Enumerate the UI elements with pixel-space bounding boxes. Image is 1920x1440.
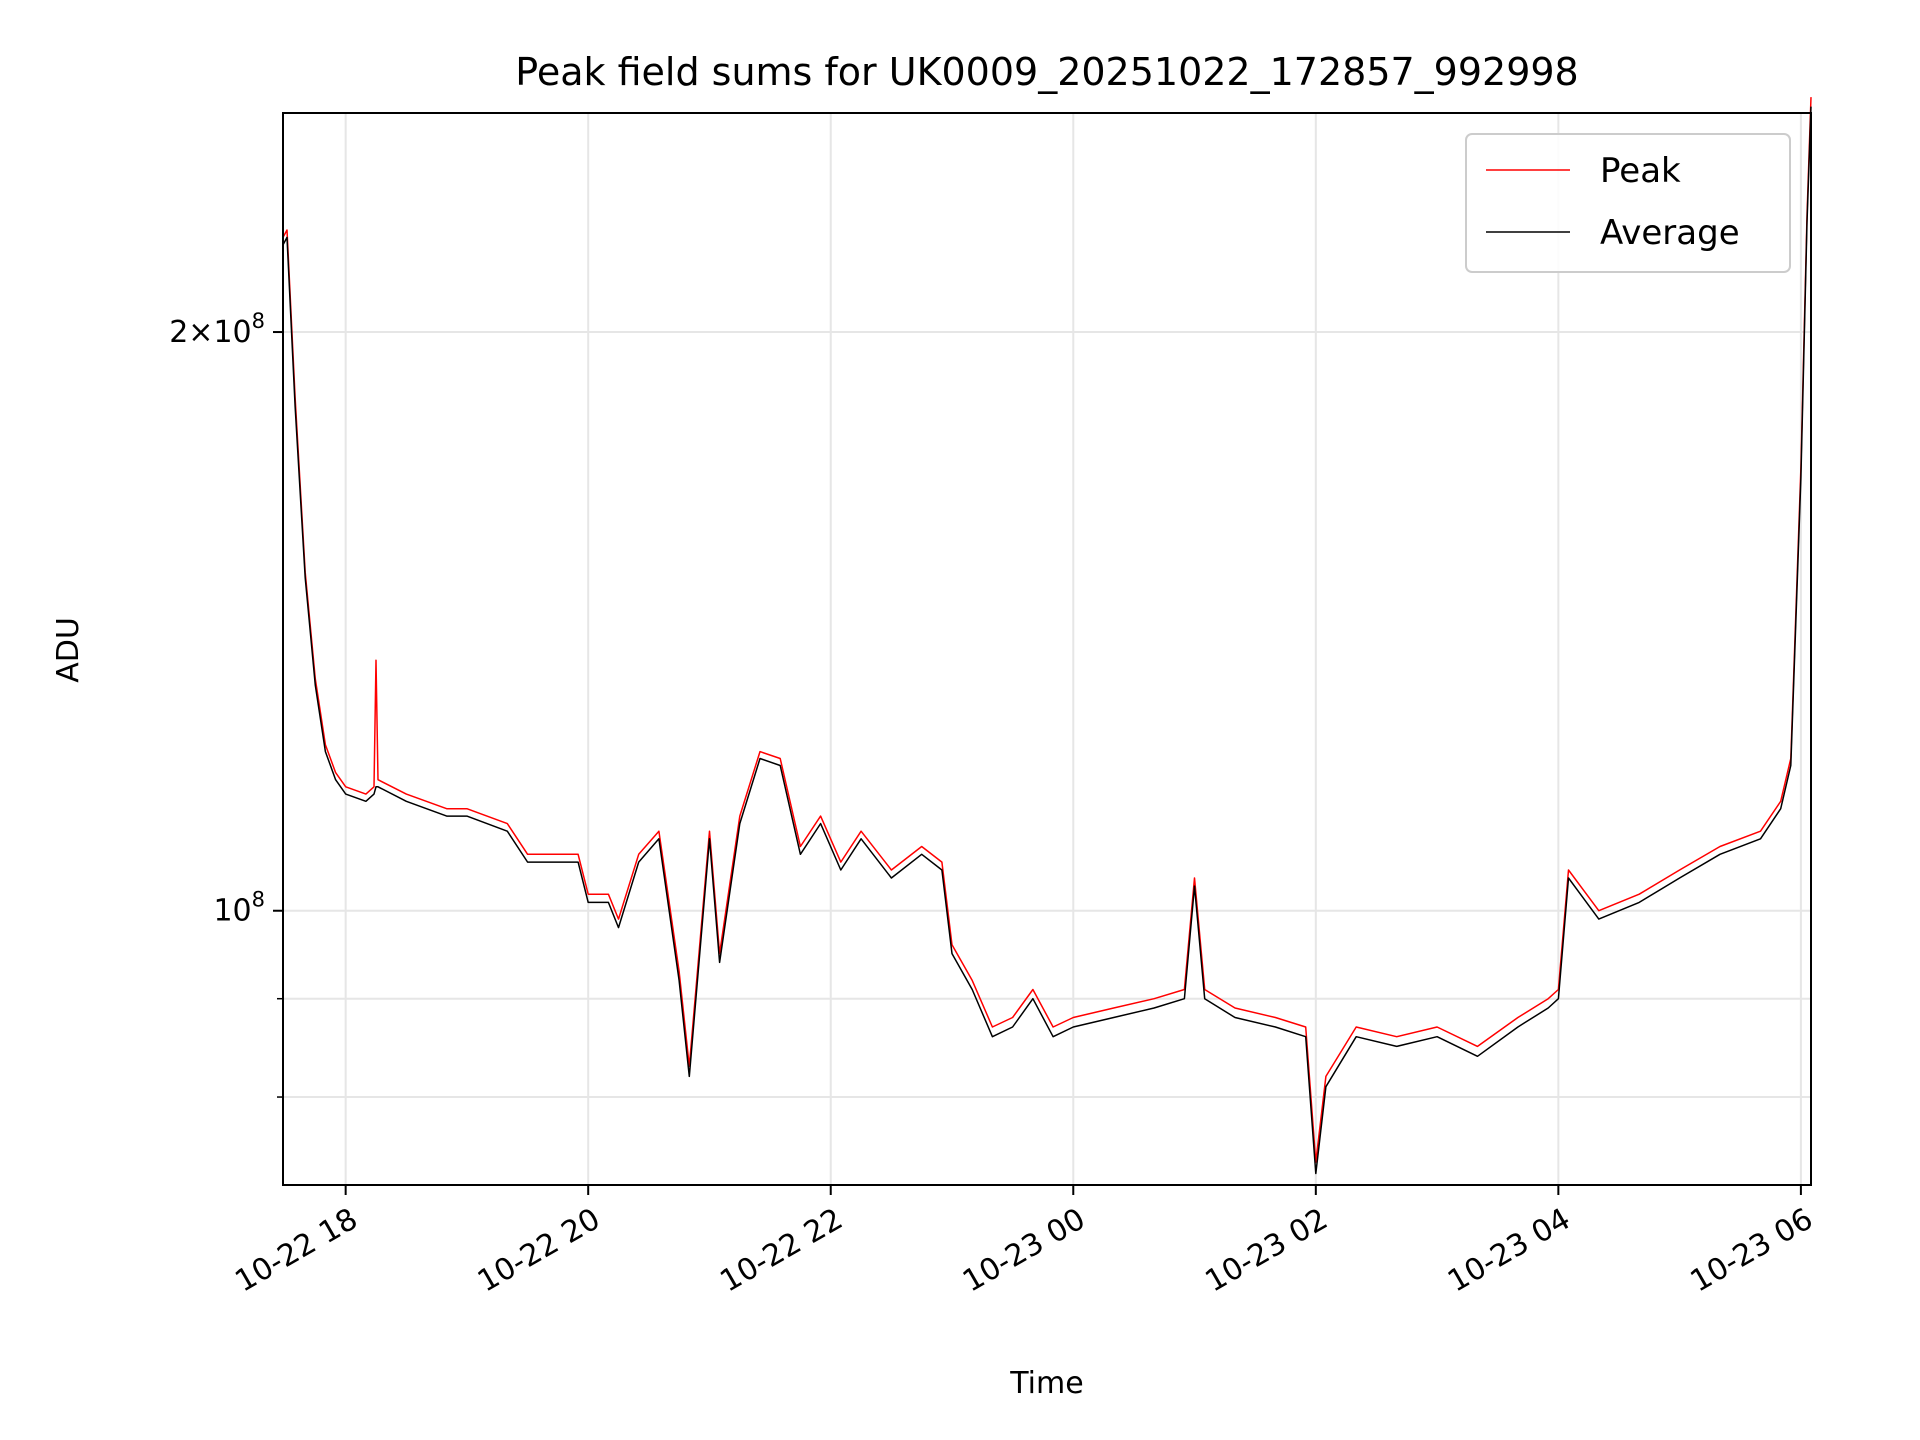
plot-frame: [282, 112, 1812, 1186]
grid: [283, 113, 1811, 1185]
y-tick-label: 2×108: [169, 309, 265, 350]
chart-title: Peak field sums for UK0009_20251022_1728…: [515, 50, 1578, 94]
y-axis-label: ADU: [51, 617, 86, 683]
y-tick-label: 108: [213, 888, 265, 929]
series-line-peak: [282, 97, 1812, 1163]
x-axis-label: Time: [1009, 1366, 1083, 1401]
legend-label-average: Average: [1600, 213, 1740, 253]
series-layer: [282, 97, 1812, 1175]
legend: Peak Average: [1465, 133, 1791, 273]
legend-box: [1465, 133, 1791, 273]
y-axis: 108 2×108: [169, 309, 283, 1098]
series-line-average: [282, 106, 1812, 1175]
legend-label-peak: Peak: [1600, 151, 1681, 191]
